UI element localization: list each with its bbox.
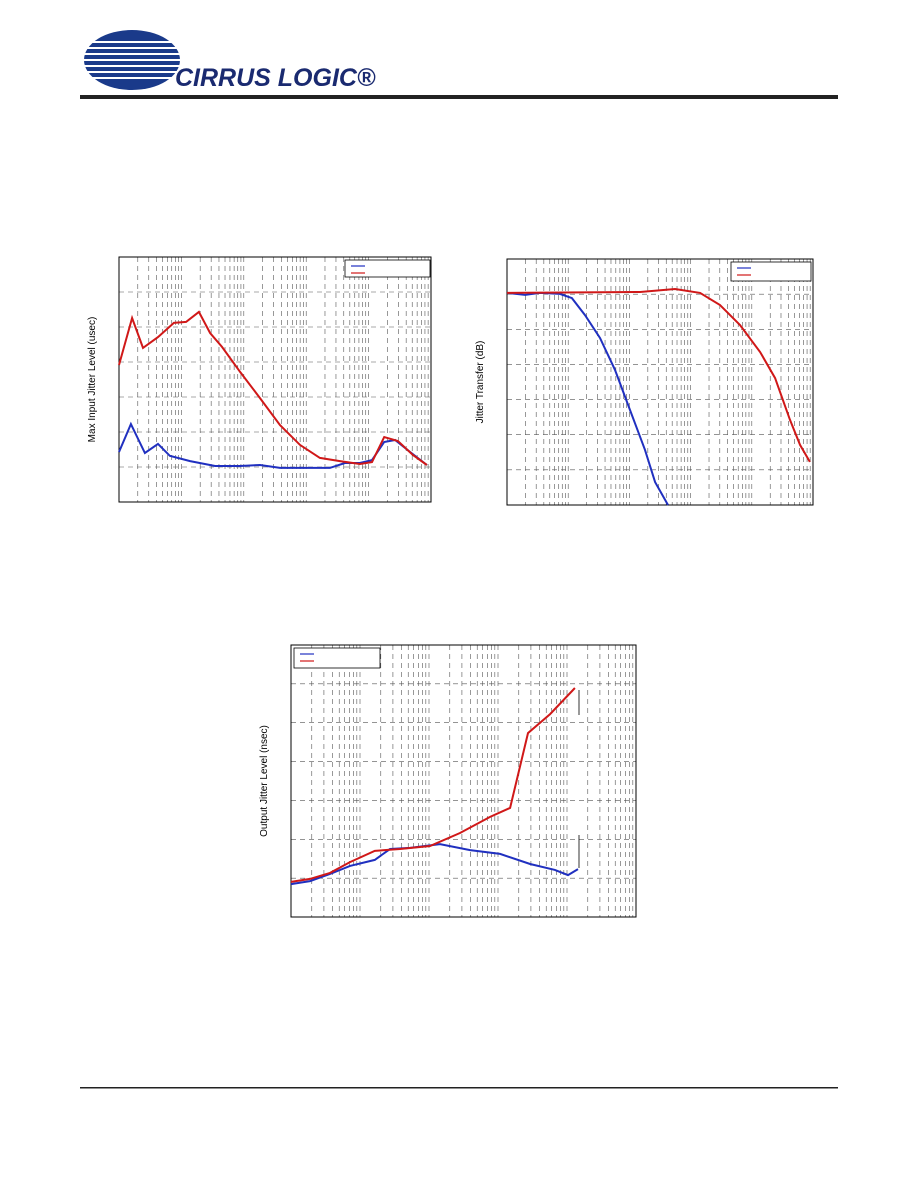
y-axis-label: Max Input Jitter Level (usec) (87, 317, 98, 443)
logo: CIRRUS LOGIC® (80, 30, 376, 92)
series-line (118, 310, 428, 466)
series-line (506, 291, 669, 506)
legend (344, 259, 431, 278)
plot-frame (506, 258, 814, 506)
logo-text: CIRRUS LOGIC® (175, 64, 376, 92)
series-line (290, 687, 576, 883)
header-rule (80, 95, 838, 99)
chart: Max Input Jitter Level (usec) (87, 256, 432, 503)
chart: Jitter Transfer (dB) (475, 258, 814, 506)
y-axis-label: Output Jitter Level (nsec) (259, 725, 270, 837)
legend (730, 261, 812, 282)
plot-frame (118, 256, 432, 503)
series-line (118, 421, 428, 469)
y-axis-label: Jitter Transfer (dB) (475, 341, 486, 424)
legend (293, 647, 381, 669)
footer-rule (80, 1087, 838, 1089)
chart: Output Jitter Level (nsec) (259, 644, 637, 918)
series-line (506, 287, 811, 463)
plot-frame (290, 644, 637, 918)
